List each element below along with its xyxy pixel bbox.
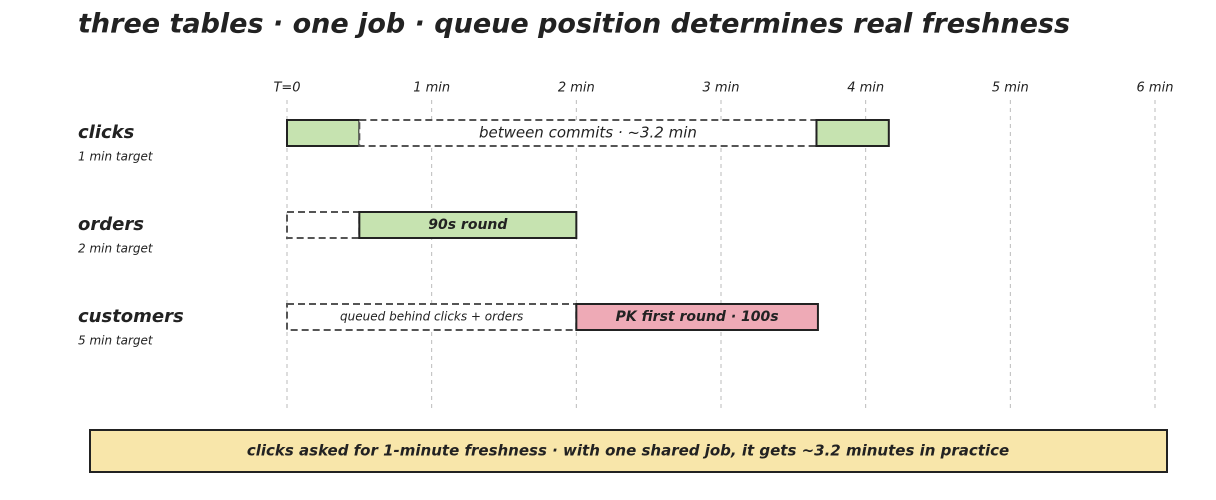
caption-box xyxy=(89,429,1168,473)
row-subtitle: 1 min target xyxy=(78,150,154,164)
x-tick-label: 4 min xyxy=(847,81,884,96)
segment xyxy=(358,119,818,147)
segment xyxy=(358,211,578,239)
caption: clicks asked for 1-minute freshness · wi… xyxy=(247,442,1009,460)
segment xyxy=(286,119,361,147)
x-tick-label: T=0 xyxy=(273,81,300,96)
segment xyxy=(575,303,819,331)
row-label: clicks xyxy=(78,122,135,143)
row-subtitle: 5 min target xyxy=(78,334,154,348)
chart-title: three tables · one job · queue position … xyxy=(78,9,1070,40)
x-tick-label: 5 min xyxy=(992,81,1029,96)
row-subtitle: 2 min target xyxy=(78,242,154,256)
x-tick-label: 6 min xyxy=(1137,81,1174,96)
segment xyxy=(286,303,578,331)
row-label: customers xyxy=(78,306,184,327)
segment-label: 90s round xyxy=(428,217,508,233)
segment-label: PK first round · 100s xyxy=(616,309,779,325)
segment xyxy=(286,211,361,239)
row-label: orders xyxy=(78,214,144,235)
x-tick-label: 1 min xyxy=(413,81,450,96)
segment-label: between commits · ~3.2 min xyxy=(479,124,697,142)
x-tick-label: 2 min xyxy=(558,81,595,96)
segment xyxy=(815,119,890,147)
segment-label: queued behind clicks + orders xyxy=(340,310,523,324)
x-tick-label: 3 min xyxy=(703,81,740,96)
